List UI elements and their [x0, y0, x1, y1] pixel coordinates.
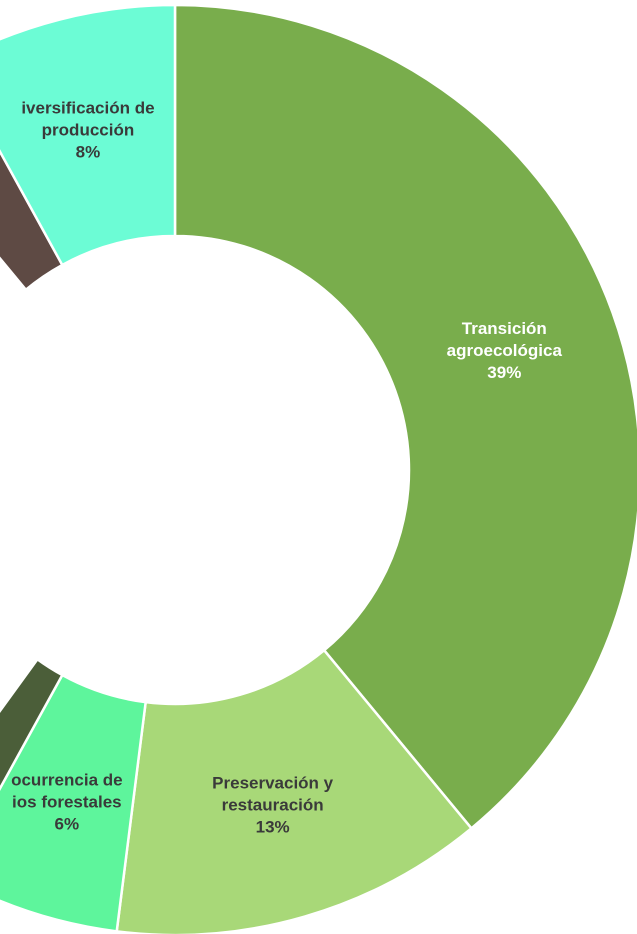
slice-label: agroecológica: [447, 341, 563, 360]
slice: [0, 3, 177, 267]
value-label: 8%: [76, 142, 101, 161]
slice: [173, 3, 637, 831]
slice-label: restauración: [222, 796, 324, 815]
slice-label: Preservación y: [212, 774, 334, 793]
donut: [0, 3, 637, 934]
slice-label: Transición: [462, 319, 547, 338]
slice-label: ios forestales: [12, 792, 122, 811]
value-label: 6%: [55, 814, 80, 833]
slice-label: producción: [42, 120, 135, 139]
value-label: 13%: [256, 818, 290, 837]
slice-label: iversificación de: [21, 98, 154, 117]
slice: [0, 673, 148, 933]
slice: [0, 657, 64, 791]
labels: Transición agroecológica 39% Preservación y…: [11, 98, 562, 836]
slice-label: ocurrencia de: [11, 770, 123, 789]
value-label: 39%: [487, 363, 521, 382]
